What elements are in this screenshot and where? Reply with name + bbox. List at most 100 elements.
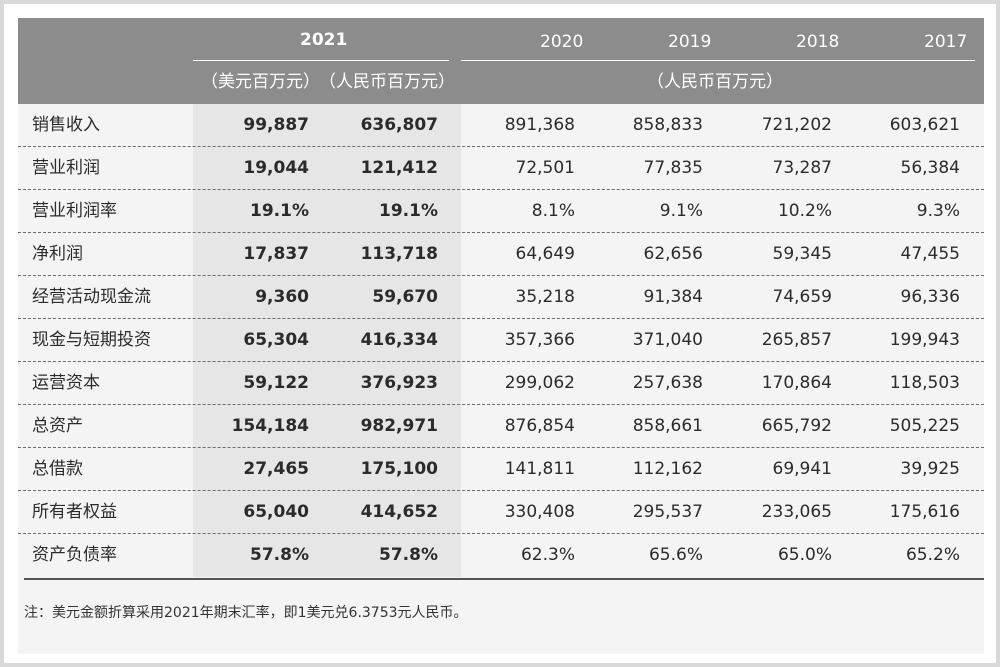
cell-2021-rmb: 636,807 xyxy=(360,115,438,135)
row-label: 净利润 xyxy=(32,244,83,264)
cell-2018: 69,941 xyxy=(772,459,832,479)
cell-2021-usd: 154,184 xyxy=(231,416,309,436)
cell-2021-usd: 27,465 xyxy=(243,459,309,479)
row-label: 销售收入 xyxy=(32,115,100,135)
cell-2021-usd: 65,040 xyxy=(243,502,309,522)
cell-2017: 56,384 xyxy=(900,158,960,178)
cell-2020: 891,368 xyxy=(504,115,575,135)
row-label: 营业利润 xyxy=(32,158,100,178)
cell-2021-rmb: 113,718 xyxy=(360,244,438,264)
row-label: 总资产 xyxy=(32,416,83,436)
highlight-2021 xyxy=(193,276,461,319)
cell-2018: 170,864 xyxy=(761,373,832,393)
header-unit-usd: （美元百万元） xyxy=(201,72,320,92)
header-year-2019: 2019 xyxy=(668,32,712,52)
cell-2020: 72,501 xyxy=(515,158,575,178)
cell-2021-usd: 17,837 xyxy=(243,244,309,264)
cell-2017: 199,943 xyxy=(889,330,960,350)
cell-2019: 9.1% xyxy=(659,201,703,221)
cell-2018: 74,659 xyxy=(772,287,832,307)
cell-2021-usd: 19.1% xyxy=(250,201,309,221)
highlight-2021 xyxy=(193,405,461,448)
cell-2018: 233,065 xyxy=(761,502,832,522)
cell-2021-usd: 59,122 xyxy=(243,373,309,393)
cell-2021-usd: 99,887 xyxy=(243,115,309,135)
table-row: 资产负债率 57.8% 57.8% 62.3% 65.6% 65.0% 65.2… xyxy=(18,534,984,577)
cell-2018: 73,287 xyxy=(772,158,832,178)
table-row: 总资产 154,184 982,971 876,854 858,661 665,… xyxy=(18,405,984,448)
cell-2021-rmb: 376,923 xyxy=(360,373,438,393)
highlight-2021 xyxy=(193,233,461,276)
row-separator xyxy=(18,318,984,319)
table-row: 总借款 27,465 175,100 141,811 112,162 69,94… xyxy=(18,448,984,491)
cell-2017: 96,336 xyxy=(900,287,960,307)
cell-2017: 9.3% xyxy=(916,201,960,221)
row-separator xyxy=(18,232,984,233)
row-separator xyxy=(18,404,984,405)
table-row: 销售收入 99,887 636,807 891,368 858,833 721,… xyxy=(18,104,984,147)
cell-2021-rmb: 59,670 xyxy=(372,287,438,307)
table-header: 2021 2020 2019 2018 2017 （美元百万元） （人民币百万元… xyxy=(18,18,984,104)
cell-2020: 62.3% xyxy=(520,545,575,565)
cell-2020: 299,062 xyxy=(504,373,575,393)
row-label: 经营活动现金流 xyxy=(32,287,151,307)
row-label: 运营资本 xyxy=(32,373,100,393)
row-separator xyxy=(18,533,984,534)
header-unit-rmb-history: （人民币百万元） xyxy=(647,72,783,92)
cell-2018: 59,345 xyxy=(772,244,832,264)
footnote: 注：美元金额折算采用2021年期末汇率，即1美元兑6.3753元人民币。 xyxy=(24,605,468,621)
cell-2018: 65.0% xyxy=(777,545,832,565)
cell-2021-rmb: 416,334 xyxy=(360,330,438,350)
cell-2017: 175,616 xyxy=(889,502,960,522)
cell-2021-usd: 9,360 xyxy=(255,287,309,307)
row-label: 资产负债率 xyxy=(32,545,117,565)
row-label: 所有者权益 xyxy=(32,502,117,522)
cell-2019: 112,162 xyxy=(632,459,703,479)
table-row: 净利润 17,837 113,718 64,649 62,656 59,345 … xyxy=(18,233,984,276)
header-year-2018: 2018 xyxy=(796,32,840,52)
cell-2020: 876,854 xyxy=(504,416,575,436)
highlight-2021 xyxy=(193,448,461,491)
header-unit-rmb: （人民币百万元） xyxy=(319,72,455,92)
cell-2021-rmb: 57.8% xyxy=(379,545,438,565)
cell-2021-rmb: 121,412 xyxy=(360,158,438,178)
header-divider-2021 xyxy=(193,60,449,61)
row-separator xyxy=(18,146,984,147)
cell-2017: 47,455 xyxy=(900,244,960,264)
highlight-2021 xyxy=(193,104,461,147)
cell-2017: 505,225 xyxy=(889,416,960,436)
highlight-2021 xyxy=(193,534,461,577)
header-year-2017: 2017 xyxy=(924,32,968,52)
row-separator xyxy=(18,189,984,190)
cell-2019: 295,537 xyxy=(632,502,703,522)
cell-2021-rmb: 19.1% xyxy=(379,201,438,221)
cell-2019: 858,661 xyxy=(632,416,703,436)
cell-2020: 64,649 xyxy=(515,244,575,264)
cell-2019: 91,384 xyxy=(643,287,703,307)
table-row: 营业利润率 19.1% 19.1% 8.1% 9.1% 10.2% 9.3% xyxy=(18,190,984,233)
cell-2020: 8.1% xyxy=(531,201,575,221)
highlight-2021 xyxy=(193,491,461,534)
highlight-2021 xyxy=(193,362,461,405)
cell-2017: 39,925 xyxy=(900,459,960,479)
cell-2019: 65.6% xyxy=(648,545,703,565)
cell-2021-rmb: 175,100 xyxy=(360,459,438,479)
cell-2021-usd: 19,044 xyxy=(243,158,309,178)
table-row: 运营资本 59,122 376,923 299,062 257,638 170,… xyxy=(18,362,984,405)
header-year-2021: 2021 xyxy=(300,30,348,50)
cell-2019: 858,833 xyxy=(632,115,703,135)
cell-2019: 62,656 xyxy=(643,244,703,264)
table-row: 经营活动现金流 9,360 59,670 35,218 91,384 74,65… xyxy=(18,276,984,319)
cell-2021-rmb: 414,652 xyxy=(360,502,438,522)
financial-summary-panel: 2021 2020 2019 2018 2017 （美元百万元） （人民币百万元… xyxy=(18,18,984,654)
table-row: 所有者权益 65,040 414,652 330,408 295,537 233… xyxy=(18,491,984,534)
highlight-2021 xyxy=(193,147,461,190)
table-bottom-rule xyxy=(24,578,984,580)
row-label: 总借款 xyxy=(32,459,83,479)
cell-2019: 257,638 xyxy=(632,373,703,393)
header-divider-history xyxy=(461,60,975,61)
cell-2020: 330,408 xyxy=(504,502,575,522)
cell-2020: 141,811 xyxy=(504,459,575,479)
cell-2018: 665,792 xyxy=(761,416,832,436)
table-row: 现金与短期投资 65,304 416,334 357,366 371,040 2… xyxy=(18,319,984,362)
